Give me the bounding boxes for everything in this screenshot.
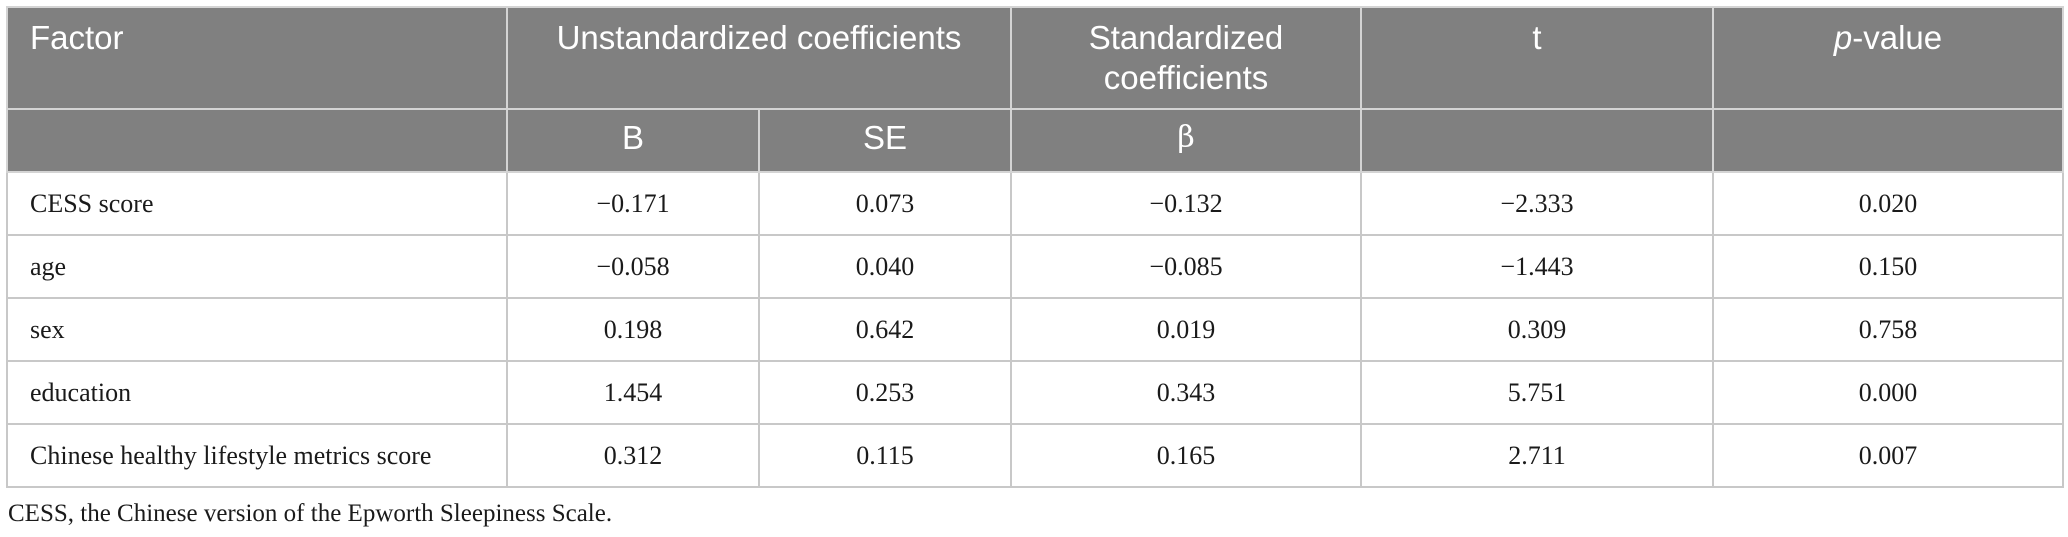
header-row-1: Factor Unstandardized coefficients Stand… bbox=[6, 6, 2064, 110]
header-unstandardized-coefficients: Unstandardized coefficients bbox=[506, 6, 1012, 110]
cell-p: 0.150 bbox=[1712, 234, 2064, 299]
cell-b: 1.454 bbox=[506, 360, 760, 425]
cell-beta: 0.165 bbox=[1010, 423, 1362, 488]
header-empty-factor bbox=[6, 108, 508, 173]
cell-factor: age bbox=[6, 234, 508, 299]
header-p-value: p-value bbox=[1712, 6, 2064, 110]
cell-se: 0.040 bbox=[758, 234, 1012, 299]
cell-se: 0.115 bbox=[758, 423, 1012, 488]
cell-se: 0.073 bbox=[758, 171, 1012, 236]
cell-p: 0.007 bbox=[1712, 423, 2064, 488]
regression-table-container: Factor Unstandardized coefficients Stand… bbox=[6, 6, 2064, 528]
cell-b: 0.312 bbox=[506, 423, 760, 488]
cell-t: 2.711 bbox=[1360, 423, 1714, 488]
cell-se: 0.253 bbox=[758, 360, 1012, 425]
cell-t: −2.333 bbox=[1360, 171, 1714, 236]
cell-beta: −0.085 bbox=[1010, 234, 1362, 299]
header-factor: Factor bbox=[6, 6, 508, 110]
cell-t: 5.751 bbox=[1360, 360, 1714, 425]
cell-beta: −0.132 bbox=[1010, 171, 1362, 236]
cell-p: 0.000 bbox=[1712, 360, 2064, 425]
header-standardized-coefficients: Standardized coefficients bbox=[1010, 6, 1362, 110]
header-p-value-italic: p bbox=[1833, 19, 1853, 56]
table-row: sex 0.198 0.642 0.019 0.309 0.758 bbox=[6, 297, 2064, 362]
header-p-value-rest: -value bbox=[1852, 19, 1943, 56]
cell-p: 0.758 bbox=[1712, 297, 2064, 362]
table-row: age −0.058 0.040 −0.085 −1.443 0.150 bbox=[6, 234, 2064, 299]
cell-factor: Chinese healthy lifestyle metrics score bbox=[6, 423, 508, 488]
cell-factor: sex bbox=[6, 297, 508, 362]
cell-b: −0.171 bbox=[506, 171, 760, 236]
table-row: education 1.454 0.253 0.343 5.751 0.000 bbox=[6, 360, 2064, 425]
header-empty-t bbox=[1360, 108, 1714, 173]
header-t: t bbox=[1360, 6, 1714, 110]
header-row-2: B SE β bbox=[6, 108, 2064, 173]
cell-b: 0.198 bbox=[506, 297, 760, 362]
table-footnote: CESS, the Chinese version of the Epworth… bbox=[8, 500, 613, 527]
cell-se: 0.642 bbox=[758, 297, 1012, 362]
header-se: SE bbox=[758, 108, 1012, 173]
header-b: B bbox=[506, 108, 760, 173]
cell-beta: 0.019 bbox=[1010, 297, 1362, 362]
cell-factor: education bbox=[6, 360, 508, 425]
cell-b: −0.058 bbox=[506, 234, 760, 299]
cell-t: −1.443 bbox=[1360, 234, 1714, 299]
cell-beta: 0.343 bbox=[1010, 360, 1362, 425]
table-row: CESS score −0.171 0.073 −0.132 −2.333 0.… bbox=[6, 171, 2064, 236]
cell-factor: CESS score bbox=[6, 171, 508, 236]
regression-table: Factor Unstandardized coefficients Stand… bbox=[6, 6, 2064, 488]
cell-t: 0.309 bbox=[1360, 297, 1714, 362]
header-empty-p bbox=[1712, 108, 2064, 173]
header-beta: β bbox=[1010, 108, 1362, 173]
table-row: Chinese healthy lifestyle metrics score … bbox=[6, 423, 2064, 488]
cell-p: 0.020 bbox=[1712, 171, 2064, 236]
